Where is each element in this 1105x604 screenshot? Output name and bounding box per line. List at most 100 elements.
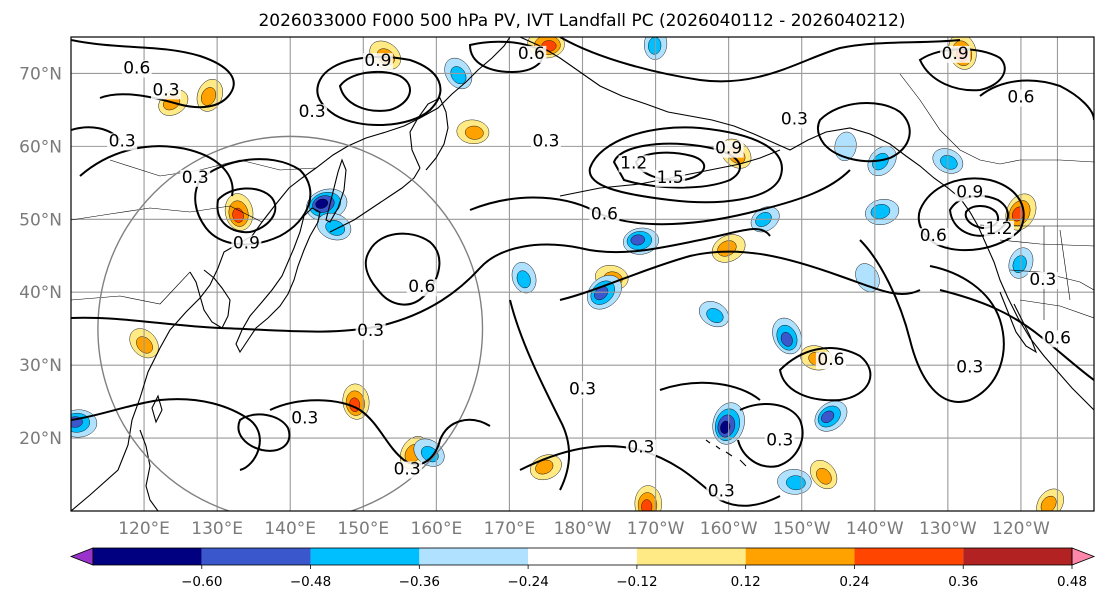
map-layers: 0.6 0.9 0.6 0.90.30.30.30.30.60.31.21.50.90… <box>71 37 1094 511</box>
contour-label: 0.9 <box>233 233 260 253</box>
colorbar-swatch <box>745 548 855 565</box>
lon-tick-label: 150°W <box>773 519 831 539</box>
contour-label: 0.3 <box>781 110 808 130</box>
lon-tick-label: 170°E <box>484 519 536 539</box>
lon-tick-label: 160°E <box>411 519 463 539</box>
lon-tick-label: 140°W <box>846 519 904 539</box>
pv-shade-level <box>450 66 467 85</box>
contour-line <box>859 239 1005 403</box>
contour-label: 0.3 <box>109 131 136 151</box>
contour-label: 0.3 <box>569 379 596 399</box>
lat-tick-label: 30°N <box>19 356 62 376</box>
colorbar-swatch <box>963 548 1072 565</box>
pv-shade-level <box>1040 495 1057 511</box>
pv-shade-level <box>786 475 806 491</box>
lon-tick-label: 120°W <box>992 519 1050 539</box>
contour-line <box>519 445 781 507</box>
pv-anomaly-blob <box>699 301 730 328</box>
contour-label-bg <box>289 410 320 428</box>
colorbar-tick-label: −0.48 <box>290 574 331 590</box>
colorbar-tick-label: 0.24 <box>839 574 869 590</box>
contour-label-bg <box>655 169 686 187</box>
contour-label: 0.3 <box>532 131 559 151</box>
colorbar-swatch <box>93 548 202 565</box>
contour-label-bg <box>954 184 985 202</box>
contour-line <box>194 158 312 246</box>
pv-shade-level <box>630 234 645 246</box>
contour-label: 0.6 <box>817 350 844 370</box>
pv-shade-level <box>516 270 531 289</box>
pv-shade-level <box>720 420 731 434</box>
pv-shade-level <box>1012 255 1027 274</box>
contour-label-bg <box>618 155 649 173</box>
colorbar-swatch <box>854 548 964 565</box>
verification-circle <box>97 135 484 511</box>
pv-shade-level <box>870 204 891 219</box>
lon-tick-label: 180°W <box>554 519 612 539</box>
contour-label-bg <box>362 53 393 71</box>
contour-line <box>468 40 544 74</box>
sakhalin-coast <box>325 158 347 223</box>
contour-label-bg <box>530 133 561 151</box>
pv-anomaly-blob <box>772 317 802 355</box>
contour-line <box>939 289 1094 381</box>
lon-tick-label: 130°E <box>191 519 243 539</box>
contour-line <box>237 413 291 452</box>
contour-label-bg <box>516 45 547 63</box>
colorbar-swatch <box>201 548 311 565</box>
contour-label-bg <box>231 235 262 253</box>
pv-anomaly-blob <box>777 469 812 495</box>
contour-label: 0.9 <box>715 139 742 159</box>
contour-label-bg <box>589 206 620 224</box>
pv-shade-level <box>201 87 217 106</box>
pv-shade-level <box>641 499 653 511</box>
contour-label: 0.9 <box>942 44 969 64</box>
lon-tick-label: 120°E <box>118 519 170 539</box>
longitude-axis: 120°E 130°E 140°E 150°E 160°E 170°E 180°W 170°W… <box>118 519 1050 539</box>
colorbar-tick-label: 0.12 <box>731 574 761 590</box>
lon-tick-label: 150°E <box>337 519 389 539</box>
contour-label-bg <box>107 133 138 151</box>
contour-label-layer: 0.6 0.9 0.6 0.90.30.30.30.30.60.31.21.50.90… <box>107 44 1073 501</box>
colorbar-extend-high <box>1071 547 1096 566</box>
contour-line <box>979 79 1094 121</box>
contour-label: 0.3 <box>766 430 793 450</box>
contour-label: 0.6 <box>518 44 545 64</box>
colorbar-tick-label: 0.36 <box>948 574 978 590</box>
contour-line <box>588 126 783 204</box>
colorbar-tick-label: 0.48 <box>1057 574 1087 590</box>
contour-label: 0.3 <box>708 481 735 501</box>
contour-line <box>816 102 911 163</box>
contour-label-bg <box>764 432 795 450</box>
contour-label: 0.3 <box>956 357 983 377</box>
contour-label-bg <box>713 140 744 158</box>
contour-label-bg <box>779 111 810 129</box>
contour-label-bg <box>392 461 423 479</box>
contour-label: 0.9 <box>364 51 391 71</box>
kuril-chain <box>329 167 421 233</box>
contour-label-bg <box>940 45 971 63</box>
contour-label-bg <box>355 322 386 340</box>
pv-anomaly-blob <box>634 485 662 511</box>
contour-label-bg <box>567 381 598 399</box>
colorbar-tick-label: −0.36 <box>399 574 440 590</box>
lat-tick-label: 40°N <box>19 283 62 303</box>
pv-shade-level <box>706 308 724 323</box>
chart-title: 2026033000 F000 500 hPa PV, IVT Landfall… <box>258 11 905 31</box>
contour-label-bg <box>954 359 985 377</box>
pv-shade-level <box>420 446 439 463</box>
contour-label-bg <box>406 279 437 297</box>
latitude-axis: 70°N 60°N 50°N 40°N 30°N 20°N <box>19 64 62 449</box>
contour-label: 0.6 <box>123 58 150 78</box>
pv-anomaly-blob <box>456 119 490 144</box>
contour-label-bg <box>984 220 1015 238</box>
contour-line <box>71 398 261 471</box>
contour-label-bg <box>1005 89 1036 107</box>
colorbar-swatch <box>636 548 746 565</box>
contour-line <box>737 403 804 468</box>
contour-label-bg <box>706 483 737 501</box>
hawaii-islands <box>705 439 747 467</box>
contour-line <box>559 250 921 301</box>
